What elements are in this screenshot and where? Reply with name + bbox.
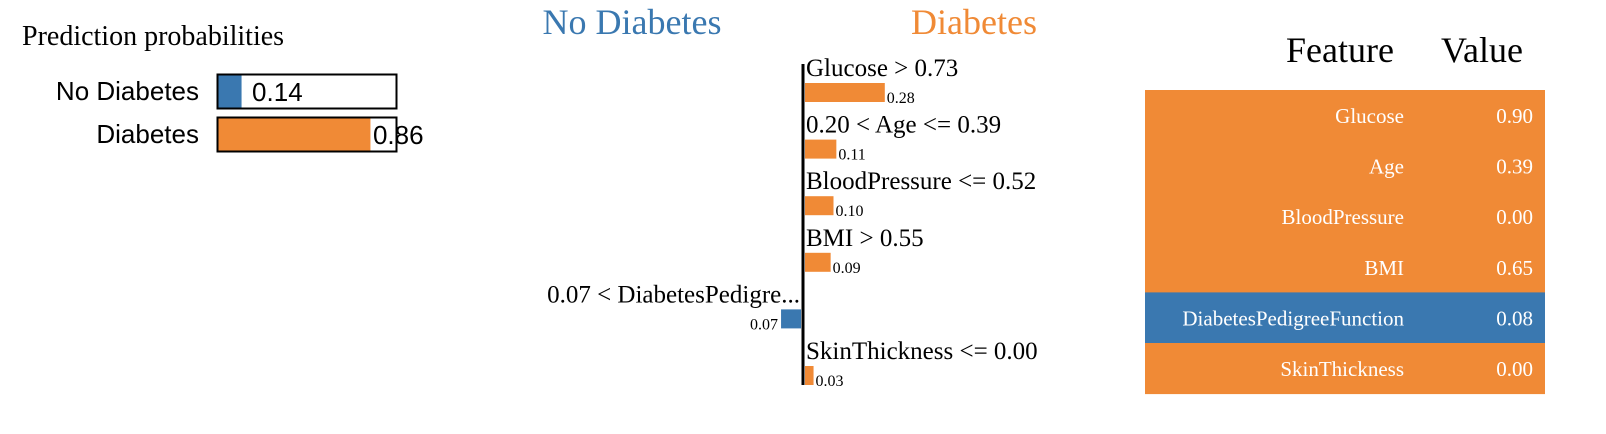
explanation-bar-3	[805, 252, 831, 272]
feature-column-header: Feature	[1286, 30, 1394, 70]
explanation-value-label-1: 0.11	[838, 147, 865, 164]
explanation-value-label-0: 0.28	[887, 90, 915, 107]
table-row	[1145, 140, 1545, 192]
table-cell-value: 0.39	[1496, 155, 1533, 179]
table-cell-value: 0.08	[1496, 306, 1533, 330]
table-cell-value: 0.65	[1496, 256, 1533, 280]
probability-value-diabetes: 0.86	[373, 120, 424, 150]
prediction-probabilities-title: Prediction probabilities	[22, 21, 284, 52]
explanation-bar-4	[781, 309, 801, 329]
table-cell-feature: SkinThickness	[1280, 357, 1404, 381]
explanation-value-label-3: 0.09	[833, 260, 861, 277]
explanation-bar-0	[805, 83, 885, 102]
explanation-bar-5	[805, 366, 814, 385]
explanation-value-label-4: 0.07	[750, 316, 778, 333]
table-cell-feature: BloodPressure	[1282, 205, 1405, 229]
table-row	[1145, 191, 1545, 243]
probability-label-no-diabetes: No Diabetes	[56, 76, 199, 106]
explanation-feature-label-4: 0.07 < DiabetesPedigre...	[547, 281, 800, 308]
explanation-value-label-5: 0.03	[816, 373, 844, 390]
table-row	[1145, 241, 1545, 293]
value-column-header: Value	[1441, 30, 1523, 70]
explanation-bar-1	[805, 139, 837, 159]
explanation-chart: No Diabetes Diabetes Glucose > 0.73 0.28 0…	[543, 2, 1038, 390]
probability-bar-no-diabetes	[218, 75, 242, 108]
table-cell-feature: DiabetesPedigreeFunction	[1182, 306, 1404, 330]
explanation-bar-2	[805, 196, 834, 216]
explanation-feature-label-3: BMI > 0.55	[806, 225, 924, 252]
explanation-feature-label-1: 0.20 < Age <= 0.39	[806, 112, 1001, 139]
probability-label-diabetes: Diabetes	[96, 119, 199, 149]
probability-bar-diabetes	[218, 118, 371, 151]
feature-value-table: Feature Value Glucose 0.90 Age 0.39 BloodPre…	[1145, 30, 1545, 395]
table-cell-feature: BMI	[1364, 256, 1404, 280]
explanation-feature-label-5: SkinThickness <= 0.00	[806, 338, 1038, 365]
probability-track-no-diabetes	[216, 73, 398, 110]
positive-class-legend: Diabetes	[911, 2, 1037, 42]
table-row	[1145, 292, 1545, 344]
table-cell-value: 0.90	[1496, 104, 1533, 128]
prediction-probabilities-panel: Prediction probabilities No Diabetes 0.14…	[22, 21, 424, 153]
table-row	[1145, 90, 1545, 142]
explanation-feature-label-0: Glucose > 0.73	[806, 55, 958, 82]
table-cell-value: 0.00	[1496, 357, 1533, 381]
table-cell-feature: Age	[1369, 155, 1404, 179]
probability-value-no-diabetes: 0.14	[252, 77, 303, 107]
table-row	[1145, 343, 1545, 395]
explanation-feature-label-2: BloodPressure <= 0.52	[806, 168, 1036, 195]
explanation-value-label-2: 0.10	[836, 203, 864, 220]
table-cell-value: 0.00	[1496, 205, 1533, 229]
table-cell-feature: Glucose	[1335, 104, 1404, 128]
negative-class-legend: No Diabetes	[543, 2, 722, 42]
